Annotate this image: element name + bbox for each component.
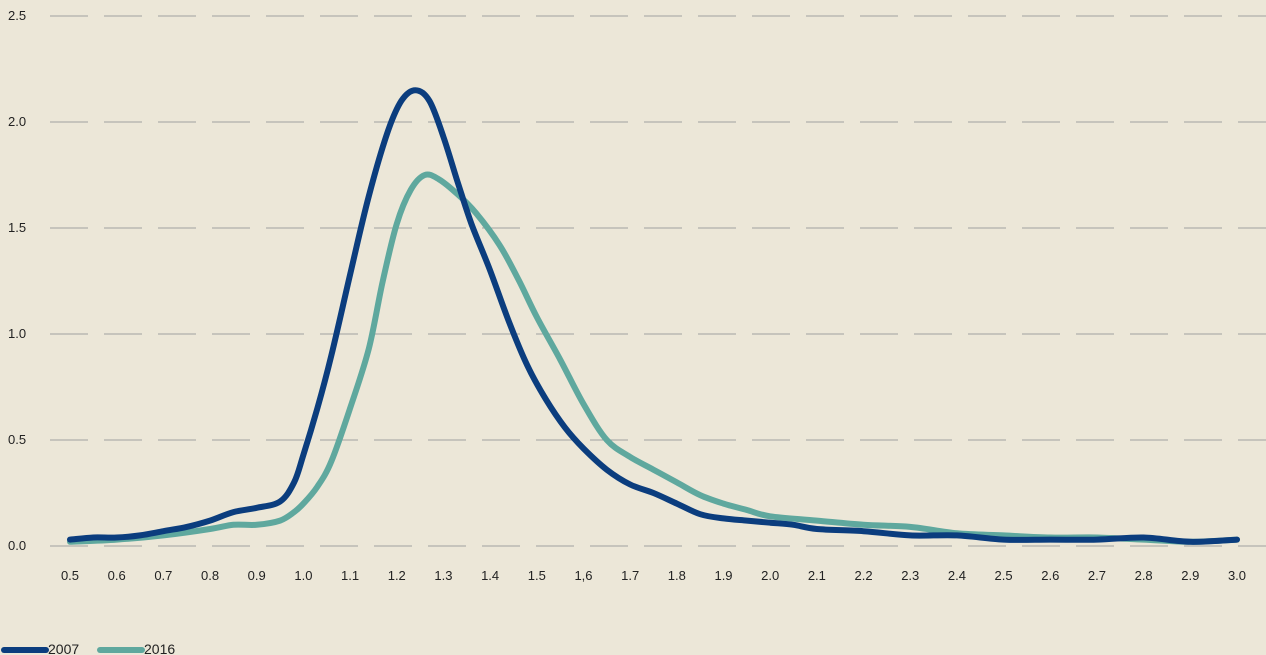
x-tick-label: 1.7 [621, 568, 639, 583]
grid-lines [50, 15, 1266, 547]
x-tick-label: 2.6 [1041, 568, 1059, 583]
y-tick-label: 0.5 [8, 432, 26, 447]
x-tick-label: 2.5 [995, 568, 1013, 583]
x-tick-label: 2.8 [1135, 568, 1153, 583]
x-tick-label: 2.3 [901, 568, 919, 583]
x-tick-label: 2.9 [1181, 568, 1199, 583]
legend: 2007 2016 [1, 641, 175, 655]
x-tick-label: 1.4 [481, 568, 499, 583]
y-tick-label: 1.0 [8, 326, 26, 341]
x-tick-label: 0.8 [201, 568, 219, 583]
legend-label-2007: 2007 [48, 641, 79, 655]
x-tick-label: 1.5 [528, 568, 546, 583]
y-tick-label: 2.0 [8, 114, 26, 129]
legend-label-2016: 2016 [144, 641, 175, 655]
y-tick-label: 1.5 [8, 220, 26, 235]
x-tick-label: 1.8 [668, 568, 686, 583]
y-tick-label: 0.0 [8, 538, 26, 553]
series-line-2016 [67, 171, 1240, 545]
x-tick-label: 1.9 [714, 568, 732, 583]
x-tick-label: 0.9 [248, 568, 266, 583]
x-tick-label: 0.5 [61, 568, 79, 583]
x-axis-tick-labels: 0.5 0.6 0.7 0.8 0.9 1.0 1.1 1.2 1.3 1.4 1.5 1,6 1.7 1… [61, 568, 1246, 583]
x-tick-label: 1.2 [388, 568, 406, 583]
x-tick-label: 2.1 [808, 568, 826, 583]
x-tick-label: 2.4 [948, 568, 966, 583]
x-tick-label: 2.2 [855, 568, 873, 583]
x-tick-label: 0.6 [108, 568, 126, 583]
y-axis-tick-labels: 0.0 0.5 1.0 1.5 2.0 2.5 [8, 8, 26, 553]
x-tick-label: 0.7 [154, 568, 172, 583]
x-tick-label: 3.0 [1228, 568, 1246, 583]
x-tick-label: 2.7 [1088, 568, 1106, 583]
x-tick-label: 1.0 [294, 568, 312, 583]
x-tick-label: 1.3 [434, 568, 452, 583]
x-tick-label: 1.1 [341, 568, 359, 583]
y-tick-label: 2.5 [8, 8, 26, 23]
series-line-2007 [67, 87, 1240, 545]
series-lines [67, 87, 1240, 545]
x-tick-label: 2.0 [761, 568, 779, 583]
x-tick-label: 1,6 [574, 568, 592, 583]
